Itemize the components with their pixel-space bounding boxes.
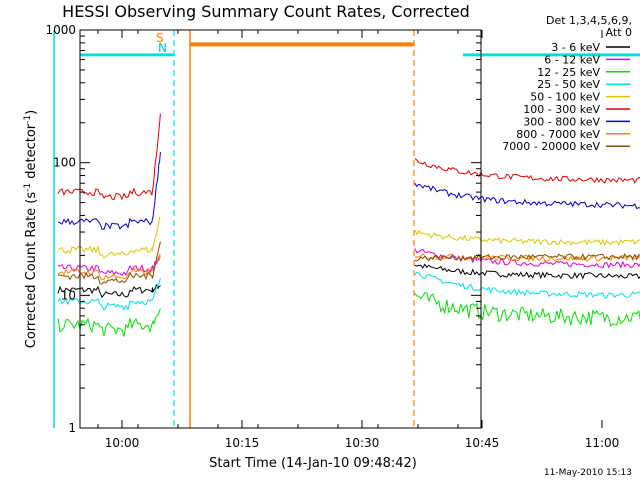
series-pre-4: [57, 216, 161, 259]
series-post-4: [414, 229, 640, 247]
series-post-7: [414, 253, 640, 263]
legend-header-line2: Att 0: [606, 26, 632, 39]
series-pre-7: [57, 253, 161, 281]
y-tick-label: 10: [61, 288, 76, 302]
legend-label: 12 - 25 keV: [537, 66, 600, 79]
chart-title: HESSI Observing Summary Count Rates, Cor…: [62, 2, 470, 21]
series-post-0: [414, 263, 640, 280]
y-axis-label-mid: detector: [24, 123, 39, 183]
y-axis: 1 10 100 1000: [45, 23, 481, 435]
y-axis-label-end: ): [24, 110, 39, 115]
series-post-8: [414, 252, 640, 262]
x-axis-label: Start Time (14-Jan-10 09:48:42): [209, 456, 417, 471]
legend-label: 25 - 50 keV: [537, 78, 600, 91]
marker-n: N: [158, 41, 167, 55]
series-post-6: [414, 182, 640, 210]
x-tick-label: 11:00: [585, 436, 620, 450]
y-axis-label: Corrected Count Rate (s-1 detector-1): [23, 110, 39, 348]
y-tick-label: 1: [68, 421, 76, 435]
x-tick-label: 10:00: [105, 436, 140, 450]
series-pre-8: [57, 241, 161, 285]
legend-label: 800 - 7000 keV: [516, 128, 600, 141]
series-post-3: [414, 271, 640, 299]
legend-label: 50 - 100 keV: [530, 91, 600, 104]
x-tick-label: 10:15: [225, 436, 260, 450]
y-axis-label-sup2: -1: [23, 115, 33, 124]
series-pre-6: [57, 151, 161, 230]
y-tick-label: 100: [53, 156, 76, 170]
footer-date: 11-May-2010 15:13: [544, 468, 632, 478]
series-pre-0: [57, 283, 161, 299]
series-post-5: [414, 158, 640, 184]
x-tick-label: 10:45: [465, 436, 500, 450]
y-tick-label: 1000: [45, 23, 76, 37]
series-pre-2: [57, 308, 161, 337]
legend-header-line1: Det 1,3,4,5,6,9,: [546, 14, 632, 27]
y-axis-label-main: Corrected Count Rate (s: [24, 192, 39, 349]
legend-label: 7000 - 20000 keV: [502, 140, 600, 153]
plot-frame: [79, 29, 482, 429]
marker-s: S: [156, 31, 164, 45]
series-pre-5: [57, 113, 161, 201]
legend-label: 300 - 800 keV: [523, 115, 600, 128]
series-pre-1: [57, 254, 161, 277]
plot-area: [53, 30, 640, 428]
y-axis-label-sup1: -1: [23, 183, 33, 192]
x-tick-label: 10:30: [345, 436, 380, 450]
series-post-2: [414, 292, 640, 328]
legend-label: 3 - 6 keV: [551, 41, 600, 54]
series-pre-3: [57, 278, 161, 312]
legend-label: 6 - 12 keV: [544, 53, 600, 66]
legend-label: 100 - 300 keV: [523, 103, 600, 116]
